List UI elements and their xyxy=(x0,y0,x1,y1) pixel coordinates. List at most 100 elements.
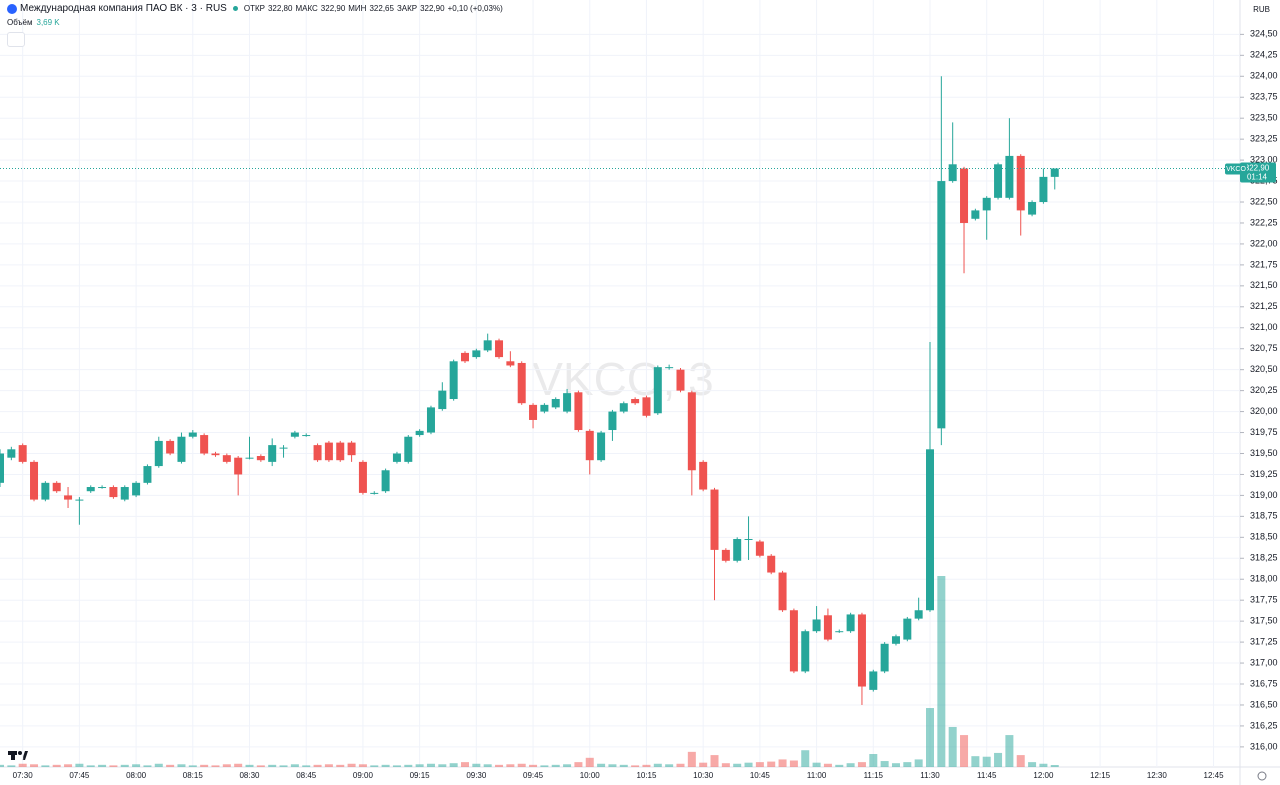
candle-body xyxy=(30,461,39,500)
volume-bar xyxy=(392,765,401,767)
candle-body xyxy=(404,436,413,462)
candle-body xyxy=(98,487,107,489)
volume-bar xyxy=(41,765,50,767)
volume-bar xyxy=(891,763,900,767)
candle-body xyxy=(687,392,696,471)
open-label: ОТКР xyxy=(243,4,265,13)
volume-bar xyxy=(960,735,969,767)
candle-body xyxy=(891,636,900,644)
y-tick-label: 324,00 xyxy=(1250,71,1278,81)
volume-bar xyxy=(177,764,186,767)
volume-bar xyxy=(789,760,798,767)
y-tick-label: 319,00 xyxy=(1250,490,1278,500)
volume-bar xyxy=(109,765,118,767)
low-value: 322,65 xyxy=(369,4,394,13)
volume-bar xyxy=(290,764,299,767)
candle-body xyxy=(438,390,447,410)
candle-body xyxy=(154,440,163,467)
candle-body xyxy=(642,397,651,416)
candle-body xyxy=(767,555,776,573)
candle-body xyxy=(132,482,141,496)
symbol-label: VKCO xyxy=(1226,166,1246,173)
volume-bar xyxy=(166,764,175,767)
candle-body xyxy=(517,362,526,404)
candle-body xyxy=(7,449,16,458)
volume-bar xyxy=(619,764,628,767)
candle-body xyxy=(1016,155,1025,211)
candle-body xyxy=(75,499,84,501)
x-tick-label: 11:30 xyxy=(920,771,940,780)
y-tick-label: 324,25 xyxy=(1250,50,1278,60)
volume-bar xyxy=(302,765,311,767)
volume-bar xyxy=(744,762,753,767)
candle-body xyxy=(733,538,742,561)
y-tick-label: 320,50 xyxy=(1250,364,1278,374)
volume-bar xyxy=(937,576,946,767)
volume-bar xyxy=(188,765,197,767)
x-tick-label: 12:00 xyxy=(1033,771,1054,780)
candle-body xyxy=(506,361,515,366)
volume-bar xyxy=(551,764,560,767)
volume-bar xyxy=(404,764,413,767)
volume-bar xyxy=(574,762,583,767)
volume-bar xyxy=(676,763,685,767)
x-tick-label: 09:15 xyxy=(410,771,431,780)
candle-body xyxy=(665,367,674,369)
volume-bar xyxy=(143,765,152,767)
y-tick-label: 318,75 xyxy=(1250,511,1278,521)
y-tick-label: 316,25 xyxy=(1250,720,1278,730)
last-price-label: 322,90 xyxy=(1245,164,1270,173)
volume-bar xyxy=(336,764,345,767)
x-tick-label: 11:15 xyxy=(864,771,884,780)
volume-bar xyxy=(18,763,27,767)
settings-icon[interactable] xyxy=(1257,771,1267,781)
y-tick-label: 323,25 xyxy=(1250,134,1278,144)
volume-bar xyxy=(279,765,288,767)
volume-bar xyxy=(370,765,379,767)
y-tick-label: 319,25 xyxy=(1250,469,1278,479)
x-tick-label: 11:00 xyxy=(807,771,827,780)
y-tick-label: 320,75 xyxy=(1250,343,1278,353)
candle-body xyxy=(789,610,798,672)
volume-bar xyxy=(313,764,322,767)
x-tick-label: 08:45 xyxy=(296,771,317,780)
x-tick-label: 09:45 xyxy=(523,771,544,780)
volume-bar xyxy=(608,764,617,767)
volume-bar xyxy=(472,763,481,767)
candle-body xyxy=(86,487,95,492)
volume-bar xyxy=(869,754,878,767)
candle-body xyxy=(835,631,844,633)
candle-body xyxy=(290,432,299,437)
last-price-box xyxy=(1240,162,1276,183)
y-tick-label: 322,50 xyxy=(1250,196,1278,206)
candle-body xyxy=(778,572,787,611)
x-tick-label: 11:45 xyxy=(977,771,997,780)
candle-body xyxy=(699,461,708,490)
candle-body xyxy=(0,453,4,483)
y-tick-label: 321,75 xyxy=(1250,259,1278,269)
y-tick-label: 323,00 xyxy=(1250,154,1278,164)
countdown-label: 01:14 xyxy=(1247,173,1268,182)
candle-body xyxy=(676,369,685,391)
candle-body xyxy=(880,643,889,672)
candle-body xyxy=(1050,168,1059,177)
watermark: VKCO, 3 xyxy=(532,353,714,405)
volume-bar xyxy=(857,762,866,767)
currency[interactable]: RUB xyxy=(1253,5,1270,14)
volume-bar xyxy=(585,757,594,767)
candle-body xyxy=(109,487,118,498)
high-value: 322,90 xyxy=(320,4,346,13)
volume-bar xyxy=(483,764,492,767)
candle-body xyxy=(166,440,175,454)
y-tick-label: 317,00 xyxy=(1250,657,1278,667)
volume-bar xyxy=(755,762,764,767)
volume-bar xyxy=(461,762,469,767)
volume-bar xyxy=(1028,762,1037,767)
volume-bar xyxy=(75,763,84,767)
collapse-button[interactable] xyxy=(7,32,25,47)
volume-bar xyxy=(801,750,810,767)
x-tick-label: 10:30 xyxy=(693,771,714,780)
volume-label: Объём xyxy=(7,18,33,27)
y-tick-label: 322,00 xyxy=(1250,238,1278,248)
volume-bar xyxy=(971,756,980,767)
